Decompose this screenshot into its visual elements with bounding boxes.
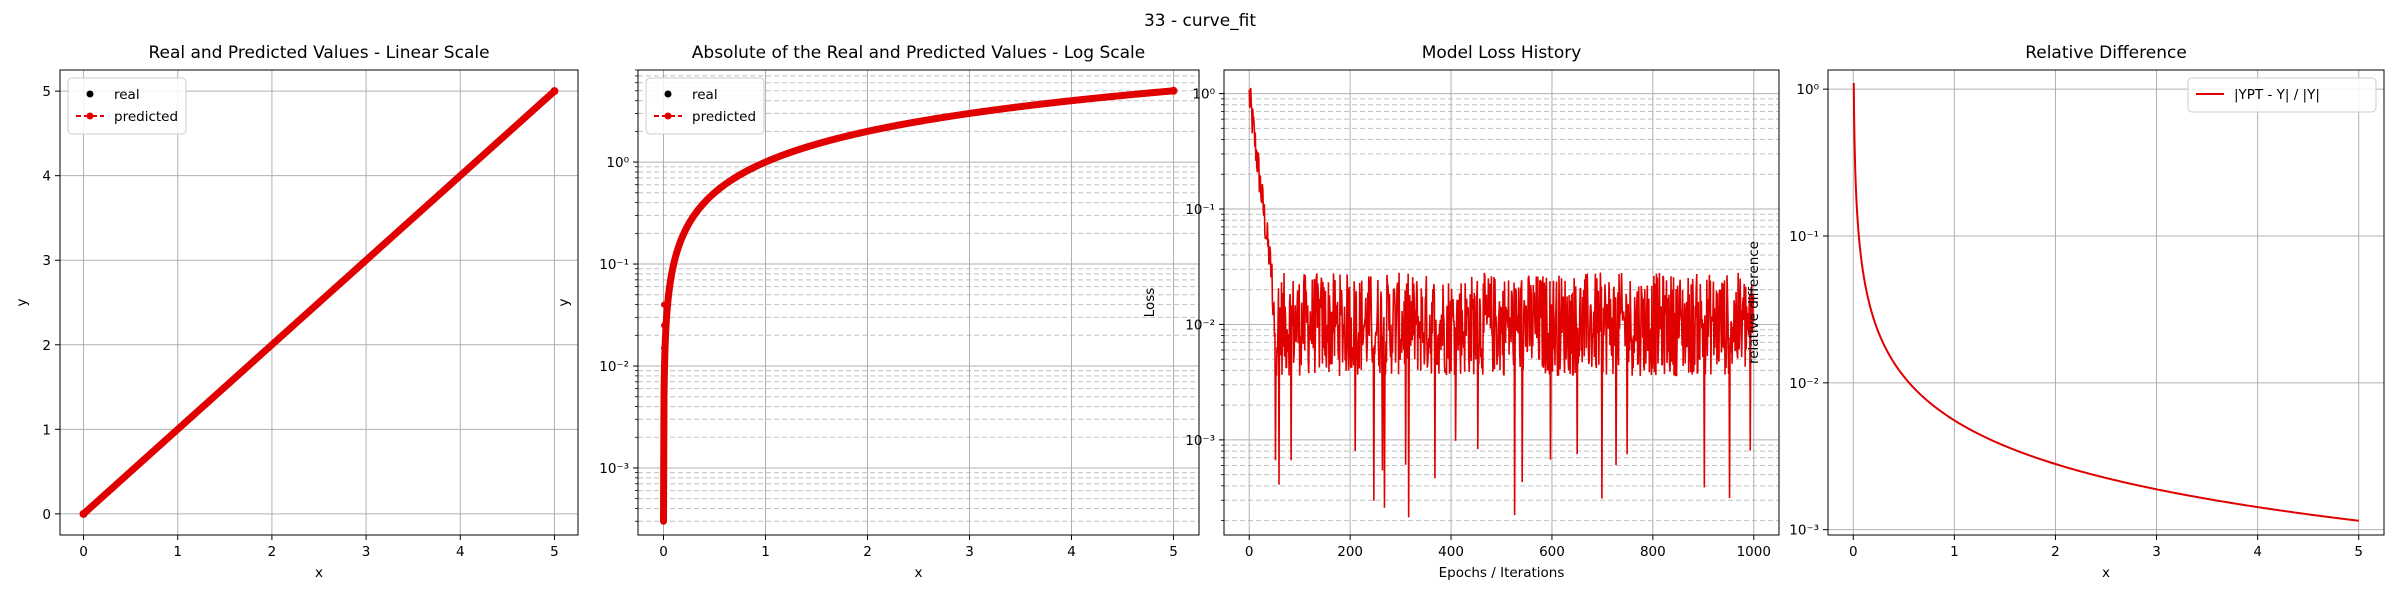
legend-label: predicted	[692, 109, 756, 125]
x-tick-label: 5	[1169, 544, 1178, 560]
legend-marker-predicted	[86, 112, 94, 120]
predicted-point	[661, 403, 668, 410]
predicted-point	[661, 345, 668, 352]
predicted-point	[661, 301, 668, 308]
legend: real predicted	[645, 77, 765, 135]
series-loss	[1248, 87, 1755, 518]
subplot-4: 0 1 2 3 4 5 10⁻³ 10⁻² 10⁻¹ 10⁰ Relative Difference…	[1746, 43, 2385, 581]
series-predicted	[660, 87, 1177, 525]
y-tick-label: 5	[42, 84, 51, 100]
y-tick-label: 10⁰	[1796, 82, 1819, 98]
legend-label: real	[692, 87, 718, 103]
x-tick-label: 1	[761, 544, 770, 560]
x-tick-label: 0	[1245, 544, 1254, 560]
y-tick-label: 10⁰	[1192, 87, 1215, 103]
subplot-title: Relative Difference	[2025, 43, 2187, 63]
x-tick-label: 1	[173, 544, 182, 560]
y-tick-label: 10⁻²	[1789, 376, 1819, 392]
x-tick-label: 0	[79, 544, 88, 560]
plot-area	[1852, 83, 2359, 522]
legend-label: predicted	[114, 109, 178, 125]
y-tick-label: 0	[42, 507, 51, 523]
figure-suptitle: 33 - curve_fit	[1144, 11, 1256, 31]
legend-marker-real	[86, 90, 94, 98]
subplot-grid: 0 1 2 3 4 5 0 1 2 3 4 5 Real and Predicted Values - …	[14, 43, 2385, 581]
subplot-1: 0 1 2 3 4 5 0 1 2 3 4 5 Real and Predicted Values - …	[14, 43, 579, 581]
x-tick-label: 4	[456, 544, 465, 560]
plot-area	[1248, 87, 1755, 518]
x-axis-label: x	[915, 565, 923, 581]
plot-area	[660, 86, 1178, 525]
legend: |YPT - Y| / |Y|	[2187, 77, 2377, 113]
legend-marker-predicted	[664, 112, 672, 120]
y-tick-label: 3	[42, 253, 51, 269]
predicted-point	[661, 322, 668, 329]
x-axis-label: x	[2102, 565, 2110, 581]
predicted-point	[550, 87, 559, 96]
y-axis-label: y	[556, 299, 572, 307]
legend-marker-real	[664, 90, 672, 98]
axes-frame	[59, 69, 579, 536]
legend: real predicted	[67, 77, 187, 135]
x-tick-label: 5	[550, 544, 559, 560]
x-axis-label: Epochs / Iterations	[1439, 565, 1565, 581]
subplot-2: 0 1 2 3 4 5 10⁻³ 10⁻² 10⁻¹ 10⁰ Absolute of the Rea…	[556, 43, 1200, 581]
y-tick-label: 4	[42, 169, 51, 185]
y-tick-label: 10⁻³	[1789, 523, 1819, 539]
legend-frame	[2187, 77, 2377, 113]
predicted-point	[661, 518, 668, 525]
x-tick-label: 5	[2354, 544, 2363, 560]
x-tick-label: 1	[1950, 544, 1959, 560]
predicted-point	[79, 509, 88, 518]
x-tick-label: 2	[268, 544, 277, 560]
x-tick-label: 0	[659, 544, 668, 560]
x-tick-label: 800	[1640, 544, 1666, 560]
y-tick-label: 10⁻²	[599, 359, 629, 375]
plot-area	[79, 87, 559, 518]
y-tick-label: 1	[42, 422, 51, 438]
y-axis-label: Loss	[1142, 288, 1158, 318]
x-tick-label: 2	[863, 544, 872, 560]
predicted-point	[661, 362, 668, 369]
x-tick-label: 200	[1337, 544, 1363, 560]
subplot-3: 0 200 400 600 800 1000 10⁻³ 10⁻² 10⁻¹ 10⁰ Model Lo…	[1142, 43, 1780, 581]
series-predicted	[80, 87, 558, 518]
x-tick-label: 3	[2152, 544, 2161, 560]
y-tick-label: 10⁻³	[1185, 433, 1215, 449]
x-tick-label: 1000	[1737, 544, 1771, 560]
axes-frame	[637, 69, 1200, 536]
y-axis-label: y	[14, 299, 30, 307]
subplot-title: Model Loss History	[1422, 43, 1582, 63]
y-axis-label: relative difference	[1746, 241, 1762, 364]
legend-label: |YPT - Y| / |Y|	[2234, 87, 2320, 103]
y-tick-label: 10⁻²	[1185, 317, 1215, 333]
legend-frame	[645, 77, 765, 135]
y-tick-label: 10⁻³	[599, 461, 629, 477]
x-tick-label: 3	[965, 544, 974, 560]
x-tick-label: 0	[1849, 544, 1858, 560]
series-relative-difference	[1852, 83, 2359, 522]
subplot-title: Real and Predicted Values - Linear Scale	[148, 43, 489, 63]
y-tick-label: 10⁻¹	[1789, 229, 1819, 245]
y-tick-label: 10⁻¹	[1185, 202, 1215, 218]
y-tick-label: 2	[42, 338, 51, 354]
legend-frame	[67, 77, 187, 135]
x-tick-label: 600	[1539, 544, 1565, 560]
y-tick-label: 10⁻¹	[599, 257, 629, 273]
axes-frame	[1223, 69, 1780, 536]
x-tick-label: 4	[2253, 544, 2262, 560]
x-tick-label: 3	[362, 544, 371, 560]
predicted-point	[1169, 86, 1178, 95]
subplot-title: Absolute of the Real and Predicted Value…	[692, 43, 1145, 63]
x-axis-label: x	[315, 565, 323, 581]
x-tick-label: 400	[1438, 544, 1464, 560]
x-tick-label: 2	[2051, 544, 2060, 560]
y-tick-label: 10⁰	[606, 155, 629, 171]
x-tick-label: 4	[1067, 544, 1076, 560]
legend-label: real	[114, 87, 140, 103]
axes-frame	[1827, 69, 2385, 536]
